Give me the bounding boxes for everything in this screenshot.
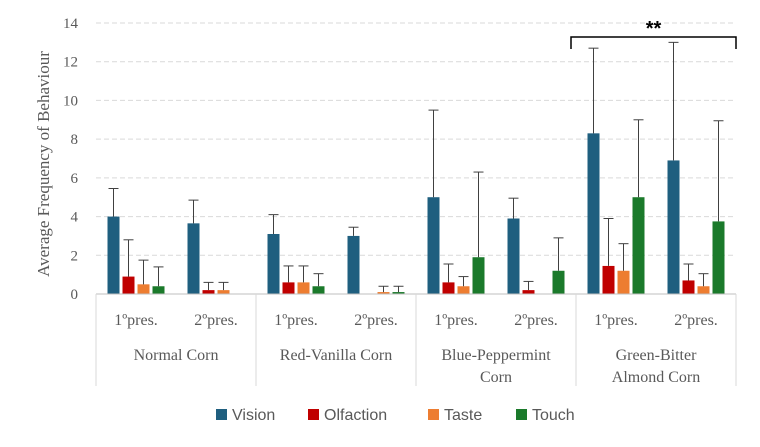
bar-olfaction [522,290,535,294]
significance-bracket [570,36,737,49]
bar-olfaction [682,280,695,294]
y-tick-label: 4 [71,210,79,226]
bar-touch [632,197,645,294]
x-tick-label: 2ºpres. [514,312,558,329]
bar-olfaction [202,290,215,294]
bar-olfaction [442,282,455,294]
group-label: Red-Vanilla Corn [280,347,392,364]
x-tick-label: 1ºpres. [114,312,158,329]
bar-touch [712,221,725,294]
bar-vision [427,197,440,294]
bar-vision [267,233,280,294]
y-tick-label: 0 [71,287,79,303]
bar-touch [472,257,485,294]
group-label: Blue-Peppermint [441,347,551,364]
x-tick-label: 1ºpres. [274,312,318,329]
bar-olfaction [602,265,615,294]
bar-taste [697,286,710,294]
significance-annotation: ** [570,18,737,49]
bar-olfaction [122,276,135,294]
bar-touch [312,286,325,294]
y-tick-label: 8 [71,132,79,148]
x-tick-label: 1ºpres. [434,312,478,329]
axes: 0 2 4 6 8 10 12 14 1ºpres. 2ºpres. 1ºpres. 2ºpres. 1… [63,16,737,386]
bar-touch [152,286,165,294]
legend-label: Taste [444,407,482,424]
bar-vision [587,133,600,294]
legend-label: Touch [532,407,575,424]
x-tick-label: 1ºpres. [594,312,638,329]
y-tick-label: 12 [63,55,78,71]
bar-touch [552,270,565,294]
bar-taste [457,286,470,294]
bars [107,41,725,294]
gridlines [96,22,736,256]
bar-taste [377,292,390,294]
bar-taste [617,270,630,294]
legend-swatch-touch [516,409,527,420]
group-label: Almond Corn [612,369,700,386]
significance-stars: ** [646,18,662,40]
bar-taste [217,290,230,294]
y-tick-label: 2 [71,248,79,264]
legend: Vision Olfaction Taste Touch [216,407,575,424]
group-label: Normal Corn [134,347,219,364]
y-tick-label: 10 [63,93,78,109]
bar-vision [347,235,360,294]
x-tick-label: 2ºpres. [354,312,398,329]
bar-vision [507,218,520,294]
bar-vision [667,160,680,294]
legend-label: Vision [232,407,275,424]
bar-touch [392,292,405,294]
x-tick-label: 2ºpres. [194,312,238,329]
bar-taste [297,282,310,294]
group-label: Green-Bitter [616,347,698,364]
legend-label: Olfaction [324,407,387,424]
legend-swatch-olfaction [308,409,319,420]
bar-olfaction [282,282,295,294]
group-label: Corn [480,369,512,386]
bar-taste [137,284,150,294]
y-tick-label: 6 [71,171,79,187]
x-tick-label: 2ºpres. [674,312,718,329]
bar-vision [187,223,200,294]
legend-swatch-vision [216,409,227,420]
legend-swatch-taste [428,409,439,420]
y-axis-title: Average Frequency of Behaviour [34,51,53,277]
bar-vision [107,216,120,294]
y-tick-label: 14 [63,16,79,32]
